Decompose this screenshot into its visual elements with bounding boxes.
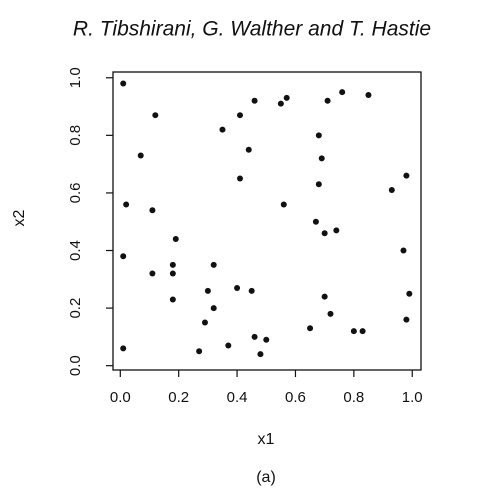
point — [251, 333, 258, 340]
point — [327, 310, 334, 317]
point — [248, 287, 255, 294]
point — [120, 80, 127, 87]
caption: (a) — [256, 469, 276, 486]
point — [321, 293, 328, 300]
point — [406, 290, 413, 297]
y-tick-label: 1.0 — [67, 67, 84, 88]
point — [245, 146, 252, 153]
x-tick-label: 1.0 — [402, 389, 423, 406]
y-tick-label: 0.4 — [67, 240, 84, 261]
point — [251, 97, 258, 104]
point — [169, 296, 176, 303]
y-tick-label: 0.2 — [67, 298, 84, 319]
point — [236, 112, 243, 119]
point — [152, 112, 159, 119]
point — [234, 284, 241, 291]
point — [307, 325, 314, 332]
point — [312, 218, 319, 225]
point — [321, 230, 328, 237]
x-tick-label: 0.4 — [227, 389, 248, 406]
point — [196, 348, 203, 355]
point — [123, 201, 130, 208]
point — [403, 316, 410, 323]
point — [403, 172, 410, 179]
x-tick-label: 0.8 — [343, 389, 364, 406]
point — [137, 152, 144, 159]
point — [333, 227, 340, 234]
point — [120, 345, 127, 352]
point — [359, 328, 366, 335]
y-tick-label: 0.0 — [67, 355, 84, 376]
x-tick-label: 0.6 — [285, 389, 306, 406]
point — [169, 270, 176, 277]
point — [149, 207, 156, 214]
point — [210, 305, 217, 312]
point — [225, 342, 232, 349]
x-axis-label: x1 — [258, 431, 275, 448]
point — [263, 336, 270, 343]
point — [339, 89, 346, 96]
point — [210, 261, 217, 268]
point — [172, 235, 179, 242]
x-tick-label: 0.2 — [168, 389, 189, 406]
point — [219, 126, 226, 133]
point — [120, 253, 127, 260]
point — [277, 100, 284, 107]
point — [365, 92, 372, 99]
running-header: R. Tibshirani, G. Walther and T. Hastie — [73, 18, 431, 41]
point — [280, 201, 287, 208]
point — [315, 181, 322, 188]
point — [283, 94, 290, 101]
y-axis-label: x2 — [11, 209, 28, 226]
point — [204, 287, 211, 294]
point — [236, 175, 243, 182]
point — [149, 270, 156, 277]
point — [315, 132, 322, 139]
point — [318, 155, 325, 162]
point — [388, 187, 395, 194]
point — [324, 97, 331, 104]
y-tick-label: 0.8 — [67, 125, 84, 146]
y-tick-label: 0.6 — [67, 182, 84, 203]
point — [257, 351, 264, 358]
point — [350, 328, 357, 335]
point — [400, 247, 407, 254]
plot-frame — [112, 71, 422, 371]
x-tick-label: 0.0 — [110, 389, 131, 406]
point — [201, 319, 208, 326]
point — [169, 261, 176, 268]
